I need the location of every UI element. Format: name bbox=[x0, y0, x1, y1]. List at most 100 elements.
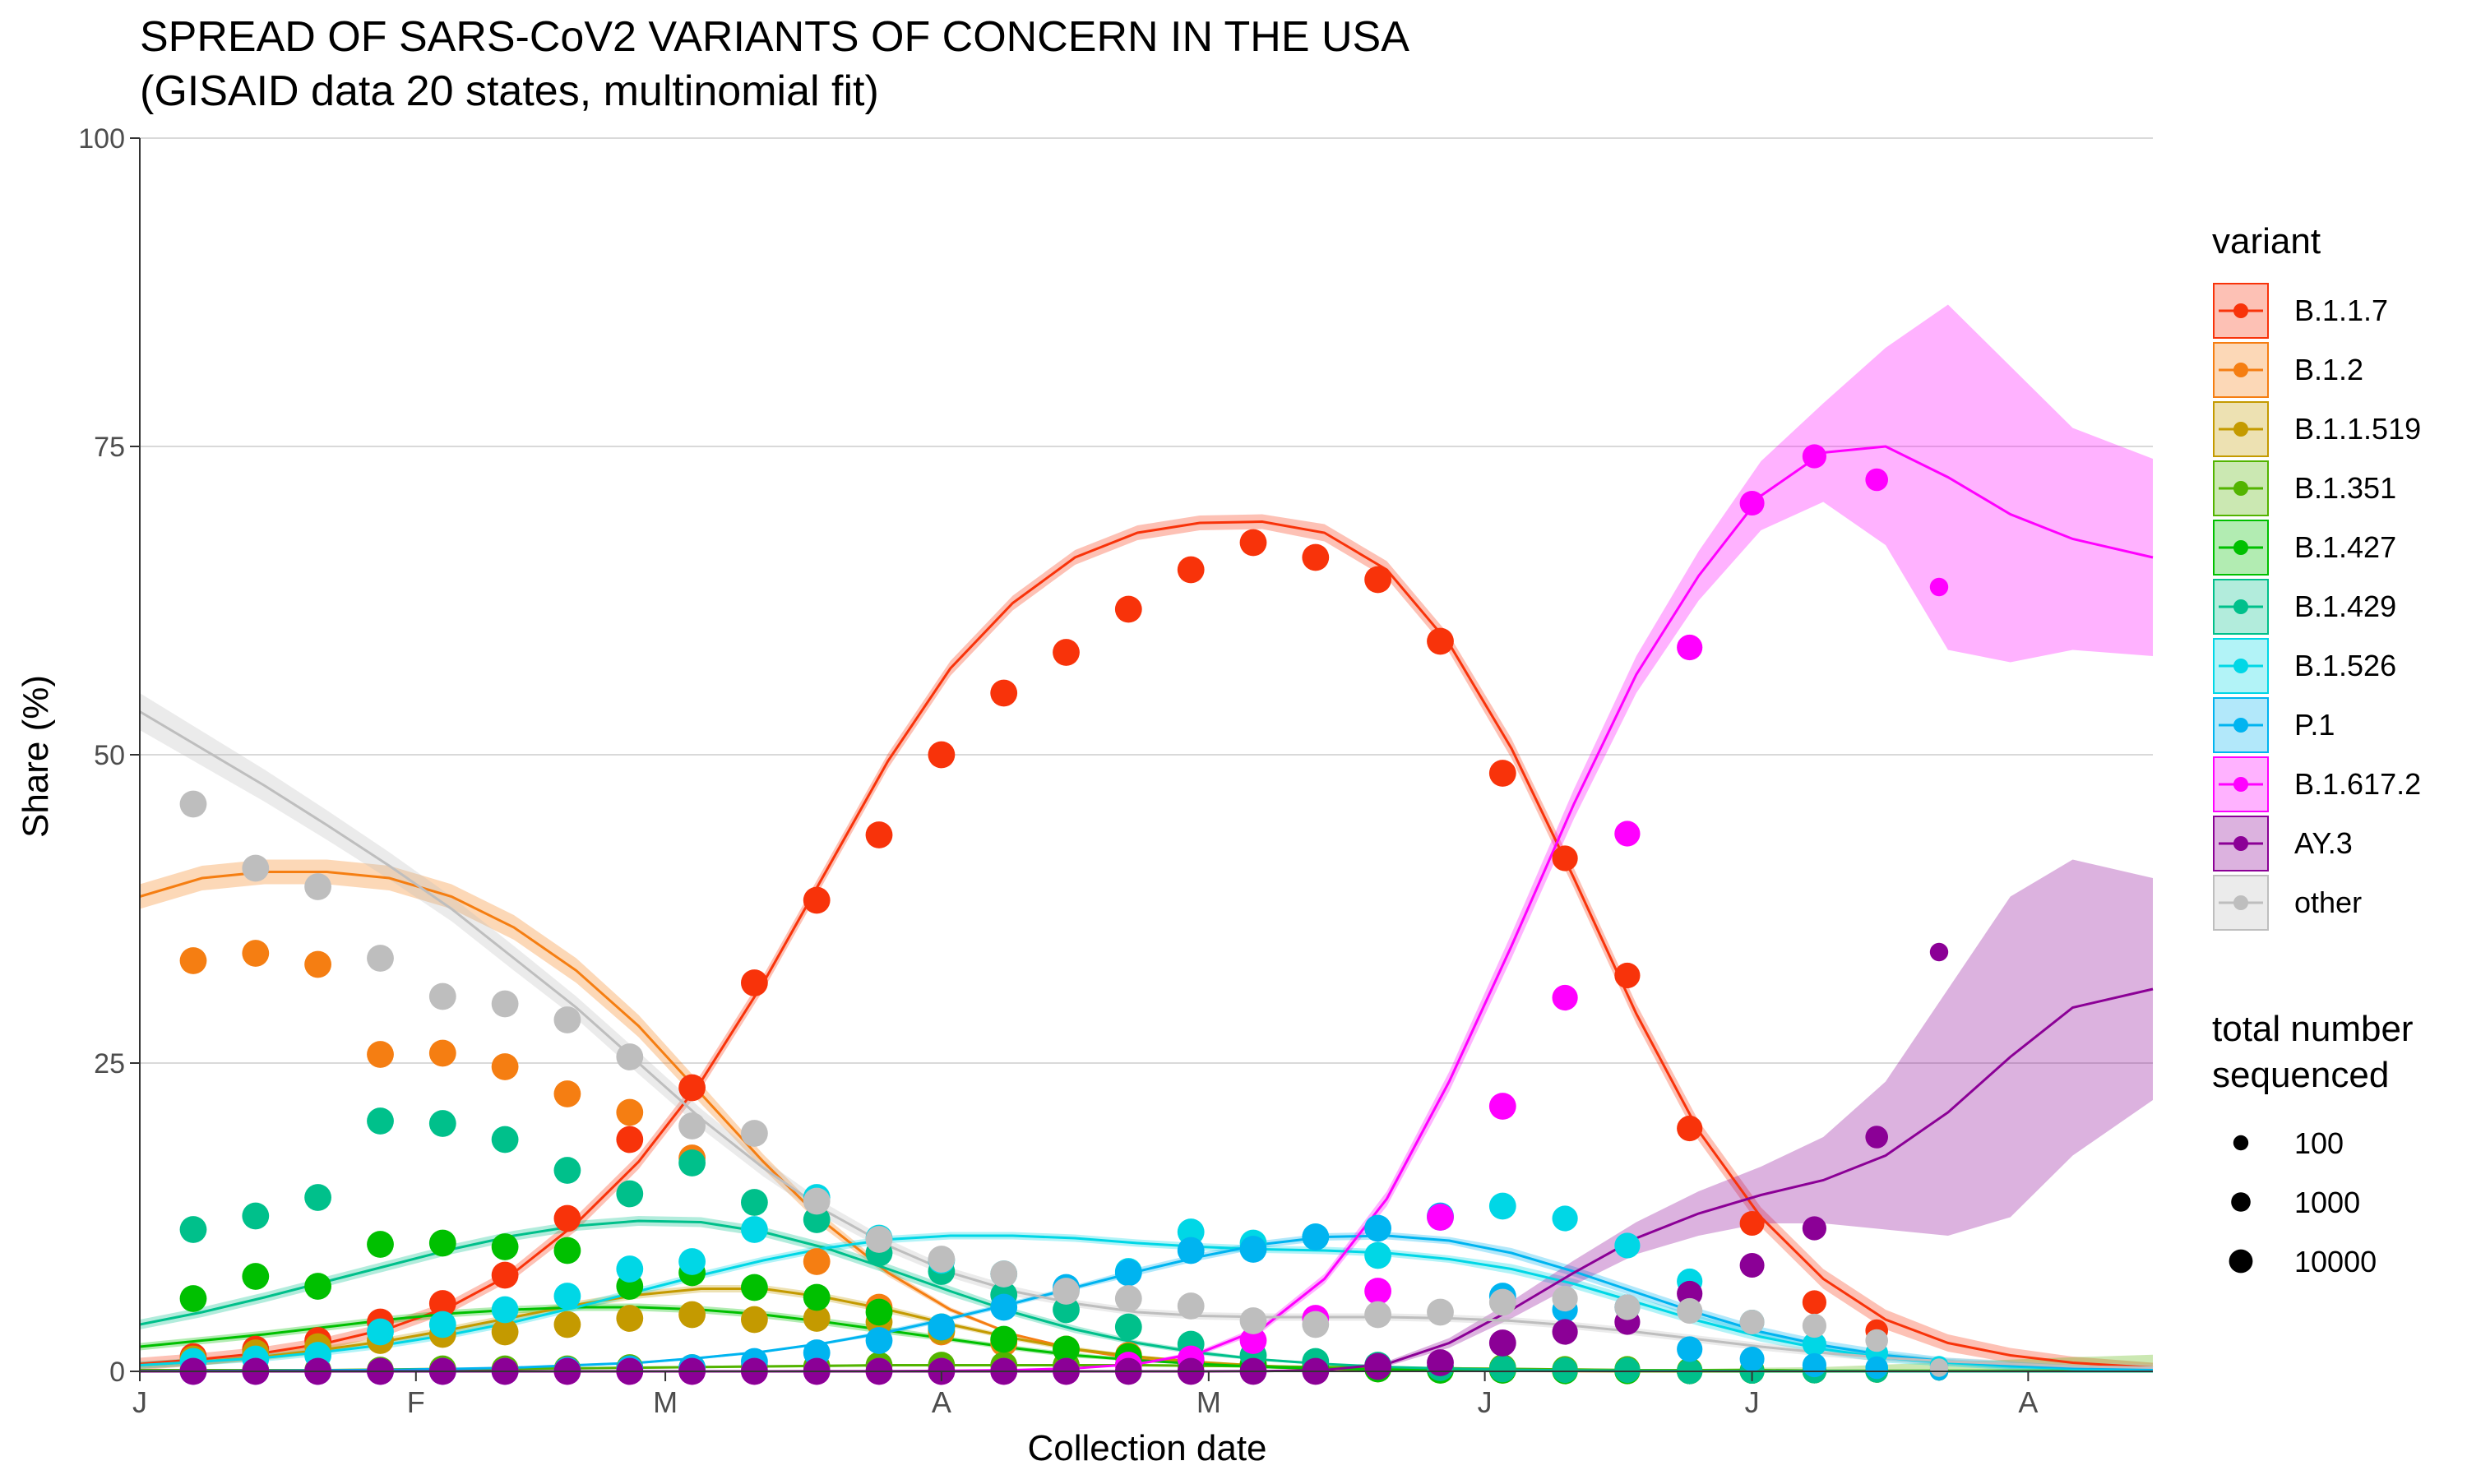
observed-points bbox=[179, 444, 1949, 1385]
point-B.1.429 bbox=[803, 1206, 831, 1233]
point-B.1.1.519 bbox=[741, 1306, 768, 1334]
point-other bbox=[616, 1043, 644, 1070]
point-P.1 bbox=[1364, 1214, 1391, 1242]
point-B.1.429 bbox=[1053, 1296, 1080, 1324]
point-other bbox=[1929, 1358, 1949, 1377]
legend-label-B.1.526: B.1.526 bbox=[2294, 649, 2396, 682]
point-P.1 bbox=[1677, 1336, 1703, 1362]
x-tick-label: A bbox=[932, 1385, 951, 1419]
point-B.1.526 bbox=[1552, 1205, 1578, 1232]
point-B.1.427 bbox=[367, 1231, 394, 1258]
point-B.1.526 bbox=[616, 1255, 644, 1283]
legend-label-B.1.427: B.1.427 bbox=[2294, 530, 2396, 564]
point-B.1.2 bbox=[491, 1053, 519, 1080]
x-tick-label: M bbox=[653, 1385, 678, 1419]
point-B.1.2 bbox=[242, 940, 270, 967]
point-P.1 bbox=[1865, 1356, 1888, 1380]
point-B.1.427 bbox=[304, 1273, 331, 1300]
point-B.1.2 bbox=[553, 1080, 581, 1107]
point-other bbox=[1053, 1278, 1080, 1305]
point-other bbox=[1552, 1285, 1578, 1312]
point-B.1.1.7 bbox=[616, 1126, 644, 1153]
legend-label-B.1.1.7: B.1.1.7 bbox=[2294, 294, 2388, 327]
point-B.1.617.2 bbox=[1364, 1278, 1391, 1305]
point-B.1.427 bbox=[1053, 1335, 1080, 1363]
point-B.1.617.2 bbox=[1802, 444, 1826, 469]
point-B.1.1.7 bbox=[741, 969, 768, 996]
point-B.1.526 bbox=[1802, 1332, 1826, 1357]
point-B.1.2 bbox=[428, 1039, 456, 1067]
point-B.1.617.2 bbox=[1239, 1327, 1267, 1354]
point-AY.3 bbox=[1427, 1349, 1454, 1376]
legend-dot-B.1.1.7 bbox=[2233, 303, 2248, 318]
point-AY.3 bbox=[1929, 942, 1949, 962]
x-tick-label: F bbox=[407, 1385, 425, 1419]
point-other bbox=[1427, 1298, 1454, 1326]
x-tick-label: A bbox=[2018, 1385, 2038, 1419]
point-P.1 bbox=[1114, 1259, 1142, 1287]
legend-label-B.1.429: B.1.429 bbox=[2294, 589, 2396, 623]
point-P.1 bbox=[865, 1327, 893, 1354]
point-B.1.617.2 bbox=[1614, 821, 1641, 847]
point-other bbox=[1677, 1297, 1703, 1325]
y-axis-title: Share (%) bbox=[16, 675, 56, 838]
point-other bbox=[1114, 1285, 1142, 1312]
point-B.1.1.7 bbox=[990, 679, 1018, 707]
point-B.1.1.519 bbox=[616, 1305, 644, 1332]
point-other bbox=[1614, 1294, 1641, 1320]
point-other bbox=[928, 1246, 956, 1273]
point-P.1 bbox=[928, 1313, 956, 1341]
point-other bbox=[242, 854, 270, 882]
point-other bbox=[1739, 1310, 1765, 1334]
point-B.1.617.2 bbox=[1677, 634, 1703, 661]
point-B.1.1.519 bbox=[491, 1318, 519, 1346]
point-B.1.427 bbox=[491, 1233, 519, 1260]
point-B.1.427 bbox=[741, 1274, 768, 1301]
point-other bbox=[990, 1260, 1018, 1288]
legend-label-B.1.2: B.1.2 bbox=[2294, 353, 2363, 386]
point-other bbox=[553, 1006, 581, 1033]
point-AY.3 bbox=[1739, 1253, 1765, 1278]
point-B.1.617.2 bbox=[1929, 577, 1949, 597]
point-P.1 bbox=[1302, 1223, 1330, 1251]
point-B.1.429 bbox=[741, 1189, 768, 1216]
point-other bbox=[803, 1187, 831, 1215]
legend-dot-B.1.526 bbox=[2233, 659, 2248, 673]
size-legend-label: 100 bbox=[2294, 1126, 2344, 1160]
point-other bbox=[741, 1120, 768, 1147]
legend-dot-B.1.2 bbox=[2233, 363, 2248, 377]
point-B.1.429 bbox=[491, 1126, 519, 1153]
size-legend-items: 100 1000 10000 bbox=[2229, 1126, 2377, 1278]
point-B.1.429 bbox=[428, 1110, 456, 1137]
point-B.1.1.7 bbox=[1802, 1290, 1826, 1315]
point-B.1.429 bbox=[616, 1180, 644, 1208]
point-B.1.1.7 bbox=[865, 821, 893, 848]
point-B.1.427 bbox=[242, 1263, 270, 1290]
point-B.1.1.7 bbox=[678, 1074, 706, 1102]
y-tick-label: 100 bbox=[78, 123, 125, 155]
size-legend-dot bbox=[2231, 1192, 2251, 1212]
point-other bbox=[1177, 1292, 1205, 1320]
point-AY.3 bbox=[1865, 1126, 1888, 1149]
fit-line-B.1.1.7 bbox=[139, 520, 2154, 1369]
size-legend-title: sequenced bbox=[2212, 1055, 2389, 1095]
point-B.1.617.2 bbox=[1865, 468, 1888, 492]
legend-label-P.1: P.1 bbox=[2294, 708, 2335, 742]
point-B.1.526 bbox=[1177, 1218, 1205, 1246]
point-B.1.526 bbox=[741, 1216, 768, 1243]
point-B.1.427 bbox=[179, 1285, 207, 1312]
axes: 0 25 50 75 100 J F M A M J J A bbox=[78, 123, 2153, 1419]
y-tick-label: 50 bbox=[94, 740, 125, 771]
point-B.1.1.7 bbox=[1427, 627, 1454, 655]
point-B.1.427 bbox=[990, 1325, 1018, 1353]
legend-dot-B.1.351 bbox=[2233, 481, 2248, 496]
point-B.1.1.7 bbox=[1552, 845, 1578, 871]
point-B.1.1.519 bbox=[803, 1305, 831, 1332]
size-legend-title: total number bbox=[2212, 1009, 2414, 1049]
legend-dot-B.1.1.519 bbox=[2233, 422, 2248, 437]
legend-label-B.1.1.519: B.1.1.519 bbox=[2294, 412, 2421, 446]
point-B.1.1.7 bbox=[553, 1204, 581, 1232]
point-B.1.427 bbox=[865, 1298, 893, 1326]
point-AY.3 bbox=[1552, 1319, 1578, 1345]
